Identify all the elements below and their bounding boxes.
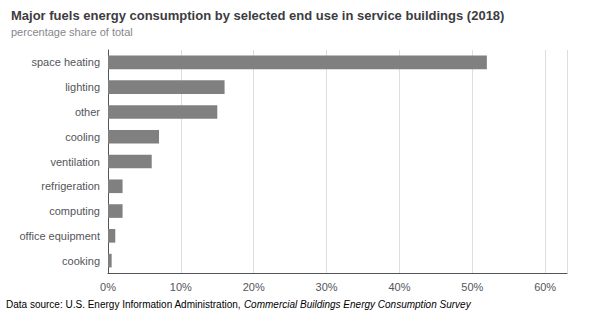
svg-text:50%: 50% — [461, 281, 483, 293]
svg-text:20%: 20% — [243, 281, 265, 293]
svg-text:Data source: U.S. Energy Infor: Data source: U.S. Energy Information Adm… — [6, 299, 241, 310]
svg-text:space heating: space heating — [32, 56, 101, 68]
svg-text:40%: 40% — [388, 281, 410, 293]
svg-text:Commercial Buildings Energy Co: Commercial Buildings Energy Consumption … — [244, 299, 472, 310]
svg-text:30%: 30% — [316, 281, 338, 293]
svg-text:cooling: cooling — [65, 131, 100, 143]
svg-text:office equipment: office equipment — [19, 230, 100, 242]
svg-text:cooking: cooking — [62, 255, 100, 267]
svg-text:percentage share of total: percentage share of total — [11, 26, 133, 38]
svg-text:lighting: lighting — [65, 81, 100, 93]
svg-text:Major fuels energy consumption: Major fuels energy consumption by select… — [11, 8, 504, 23]
svg-text:0%: 0% — [100, 281, 116, 293]
svg-text:computing: computing — [49, 205, 100, 217]
svg-text:ventilation: ventilation — [50, 156, 100, 168]
svg-text:refrigeration: refrigeration — [41, 180, 100, 192]
svg-text:other: other — [75, 106, 100, 118]
svg-text:60%: 60% — [534, 281, 556, 293]
svg-text:10%: 10% — [170, 281, 192, 293]
